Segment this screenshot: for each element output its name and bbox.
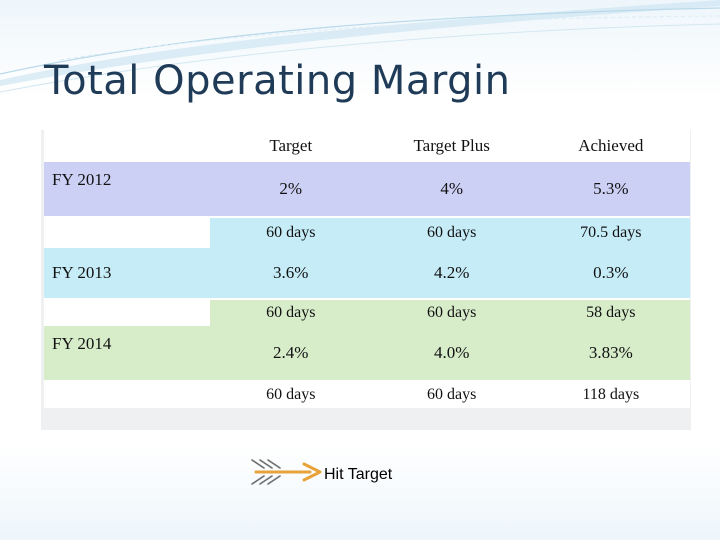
table-cell: 4.2% [371,248,532,298]
column-header: Target Plus [371,130,532,162]
table-cell: 118 days [531,382,690,408]
table-row: 60 days 60 days 70.5 days [44,218,690,248]
operating-margin-table: Target Target Plus Achieved FY 2012 2% 4… [44,130,690,408]
row-label: FY 2013 [44,248,210,298]
table-cell: 60 days [371,300,532,326]
table-cell: 58 days [531,300,690,326]
arrow-icon [251,459,322,485]
table-cell: 3.6% [209,248,372,298]
table-row: 60 days 60 days 58 days [44,300,690,326]
decorative-swoosh [0,0,720,93]
table-row: FY 2014 2.4% 4.0% 3.83% [44,326,690,380]
row-separator [44,216,690,218]
page-title: Total Operating Margin [44,58,511,104]
column-header: Target [209,130,372,162]
table-cell: 0.3% [531,248,690,298]
table-cell: 4% [371,162,532,216]
table-cell: 60 days [371,218,532,248]
row-separator [44,380,690,382]
table-cell: 60 days [209,218,372,248]
table-cell: 3.83% [531,326,690,380]
row-label: FY 2014 [44,326,210,380]
table-cell: 2% [209,162,372,216]
row-separator [44,298,690,300]
legend-label: Hit Target [324,466,393,483]
table-row: FY 2013 3.6% 4.2% 0.3% [44,248,690,298]
table-row: FY 2012 2% 4% 5.3% [44,162,690,216]
table-header-row: Target Target Plus Achieved [44,130,690,162]
table-cell: 60 days [209,382,372,408]
table-cell: 60 days [371,382,532,408]
table-row: 60 days 60 days 118 days [44,382,690,408]
row-label: FY 2012 [44,162,210,216]
column-header: Achieved [531,130,690,162]
table-cell: 2.4% [209,326,372,380]
header-empty [44,130,210,162]
row-label-empty [44,300,210,326]
table-cell: 60 days [209,300,372,326]
row-label-empty [44,382,210,408]
table-cell: 4.0% [371,326,532,380]
table-cell: 5.3% [531,162,690,216]
table-cell: 70.5 days [531,218,690,248]
row-label-empty [44,218,210,248]
